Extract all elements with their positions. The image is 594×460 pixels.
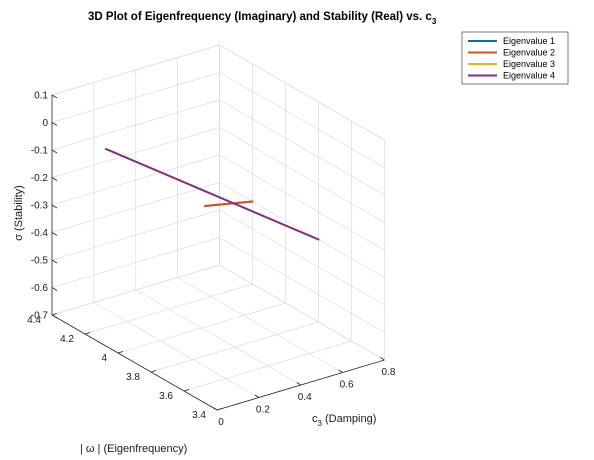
x-tick-label: 0	[218, 417, 224, 428]
x-tick-mark	[212, 407, 218, 411]
x-tick-mark	[296, 382, 301, 386]
y-tick-label: 3.8	[126, 372, 140, 383]
gridline-z-side	[219, 264, 385, 361]
y-axis-label: | ω | (Eigenfrequency)	[80, 443, 187, 455]
z-tick-mark	[51, 232, 58, 236]
gridline-x-floor	[93, 302, 260, 398]
x-tick-label: 0.2	[256, 405, 270, 416]
z-tick-mark	[51, 122, 58, 126]
y-tick-mark	[117, 351, 124, 354]
box-edge	[219, 44, 385, 141]
series-layer	[104, 148, 320, 241]
z-tick-mark	[51, 204, 58, 209]
gridline-z-back	[51, 127, 220, 178]
y-tick-label: 4	[101, 353, 107, 364]
z-tick-mark	[51, 149, 58, 154]
y-axis-line	[51, 314, 218, 411]
z-axis-label: σ (Stability)	[13, 185, 25, 241]
z-tick-label: 0.1	[34, 91, 48, 102]
y-tick-label: 3.6	[159, 391, 173, 402]
series-line-4	[104, 148, 320, 241]
gridline-z-back	[51, 209, 220, 261]
x-tick-mark	[338, 369, 343, 373]
gridline-z-side	[219, 209, 385, 306]
gridline-x-floor	[177, 277, 343, 373]
legend-label-1: Eigenvalue 1	[503, 36, 555, 46]
gridline-y-floor	[117, 302, 286, 354]
gridline-z-back	[51, 264, 220, 316]
series-line-2	[203, 200, 254, 207]
gridline-z-back	[51, 72, 220, 123]
gridline-z-back	[51, 99, 220, 151]
gridline-y-floor	[84, 283, 253, 335]
y-tick-label: 3.4	[192, 410, 206, 421]
legend-label-3: Eigenvalue 3	[503, 59, 555, 69]
gridline-z-side	[219, 182, 385, 278]
z-tick-mark	[51, 94, 58, 99]
x-tick-label: 0.6	[340, 380, 354, 391]
gridline-y-floor	[150, 321, 319, 373]
gridline-z-back	[51, 154, 220, 206]
gridline-z-side	[219, 127, 385, 223]
gridline-z-back	[51, 182, 220, 233]
gridline-z-side	[219, 237, 385, 333]
z-tick-label: -0.2	[31, 173, 49, 184]
z-tick-mark	[51, 177, 58, 181]
z-tick-label: -0.6	[31, 283, 49, 294]
z-tick-mark	[51, 259, 58, 264]
z-tick-label: -0.3	[31, 201, 49, 212]
chart-title: 3D Plot of Eigenfrequency (Imaginary) an…	[88, 11, 437, 26]
x-axis-label: c3 (Damping)	[312, 413, 376, 428]
legend-label-2: Eigenvalue 2	[503, 48, 555, 58]
y-tick-mark	[183, 389, 190, 392]
y-tick-mark	[51, 313, 58, 316]
axis-layer	[51, 94, 385, 411]
y-tick-label: 4.4	[27, 315, 41, 326]
y-tick-label: 4.2	[60, 334, 74, 345]
z-tick-label: -0.7	[31, 311, 49, 322]
x-tick-label: 0.8	[382, 367, 396, 378]
legend-label-4: Eigenvalue 4	[503, 71, 555, 81]
x-tick-mark	[380, 357, 385, 361]
y-tick-mark	[216, 408, 223, 411]
box-edge	[51, 44, 220, 96]
x-tick-mark	[254, 394, 260, 398]
z-tick-label: -0.4	[31, 228, 49, 239]
z-tick-label: 0	[42, 118, 48, 129]
gridline-x-floor	[135, 289, 301, 386]
gridline-z-back	[51, 237, 220, 288]
gridline-z-side	[219, 99, 385, 196]
y-tick-mark	[84, 332, 91, 335]
gridline-y-floor	[183, 340, 352, 392]
z-tick-mark	[51, 287, 58, 291]
tick-labels: 0.1 0 -0.1 -0.2 -0.3 -0.4 -0.5 -0.6 -0.7 3.4 3.6 3.…	[27, 91, 396, 429]
z-tick-label: -0.1	[31, 146, 49, 157]
gridline-z-side	[219, 72, 385, 168]
y-tick-mark	[150, 370, 157, 373]
z-tick-mark	[51, 314, 58, 319]
z-tick-label: -0.5	[31, 256, 49, 267]
gridline-z-side	[219, 154, 385, 251]
x-tick-label: 0.4	[298, 392, 312, 403]
